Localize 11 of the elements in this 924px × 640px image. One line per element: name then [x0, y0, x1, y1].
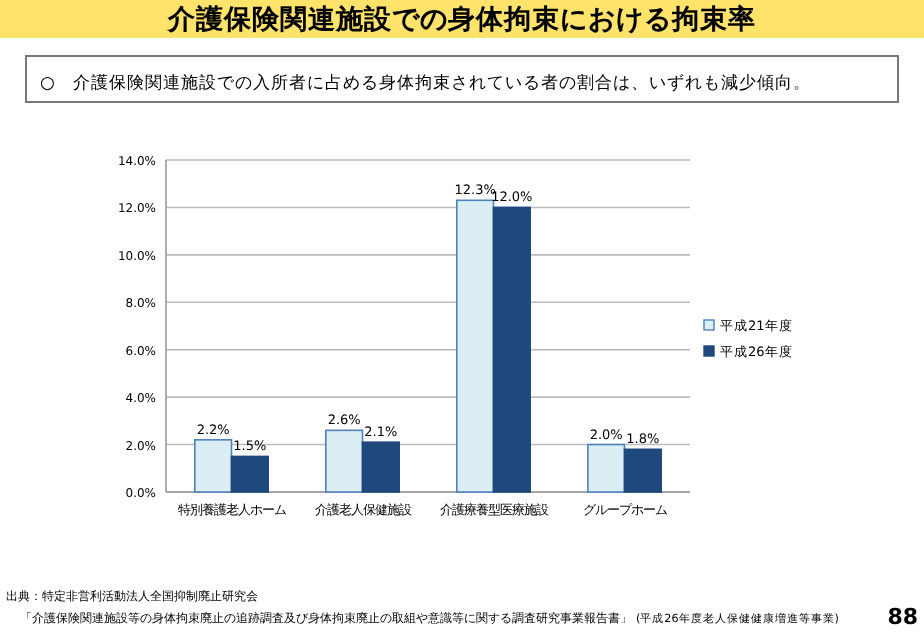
chart-subtitle: ○ 介護保険関連施設での入所者に占める身体拘束されている者の割合は、いずれも減少傾向。 — [40, 72, 811, 94]
bar — [361, 441, 400, 493]
bar — [623, 448, 662, 493]
bar — [587, 443, 626, 493]
text: 88 — [887, 604, 918, 630]
bar — [456, 199, 495, 493]
bar — [194, 439, 233, 493]
bar — [492, 206, 531, 493]
bar — [230, 455, 269, 493]
chart-title: 介護保険関連施設での身体拘束における拘束率 — [166, 2, 756, 36]
bar — [325, 429, 364, 493]
